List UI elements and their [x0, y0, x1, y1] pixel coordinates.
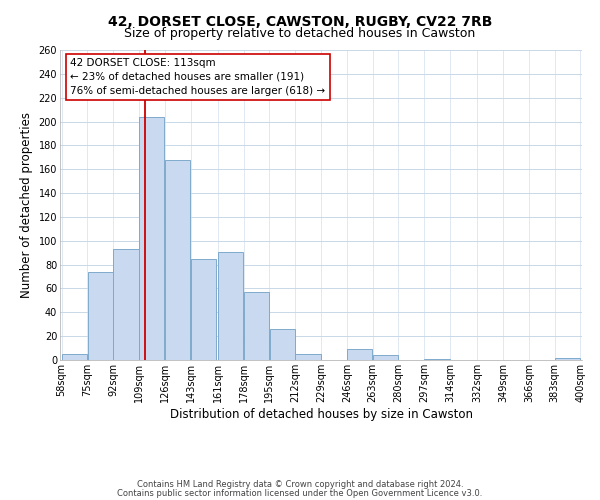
Bar — [165, 160, 190, 360]
Bar — [347, 350, 373, 360]
Bar — [424, 359, 450, 360]
Text: 42, DORSET CLOSE, CAWSTON, RUGBY, CV22 7RB: 42, DORSET CLOSE, CAWSTON, RUGBY, CV22 7… — [108, 15, 492, 29]
Bar — [555, 358, 580, 360]
Bar — [62, 354, 87, 360]
Bar — [113, 249, 139, 360]
Text: 42 DORSET CLOSE: 113sqm
← 23% of detached houses are smaller (191)
76% of semi-d: 42 DORSET CLOSE: 113sqm ← 23% of detache… — [70, 58, 326, 96]
Bar — [191, 258, 216, 360]
Text: Contains public sector information licensed under the Open Government Licence v3: Contains public sector information licen… — [118, 488, 482, 498]
Bar — [295, 354, 321, 360]
Bar — [139, 117, 164, 360]
Bar — [88, 272, 113, 360]
Text: Size of property relative to detached houses in Cawston: Size of property relative to detached ho… — [124, 28, 476, 40]
Bar — [218, 252, 244, 360]
Bar — [269, 329, 295, 360]
Bar — [244, 292, 269, 360]
Text: Contains HM Land Registry data © Crown copyright and database right 2024.: Contains HM Land Registry data © Crown c… — [137, 480, 463, 489]
X-axis label: Distribution of detached houses by size in Cawston: Distribution of detached houses by size … — [170, 408, 473, 420]
Y-axis label: Number of detached properties: Number of detached properties — [20, 112, 33, 298]
Bar — [373, 355, 398, 360]
